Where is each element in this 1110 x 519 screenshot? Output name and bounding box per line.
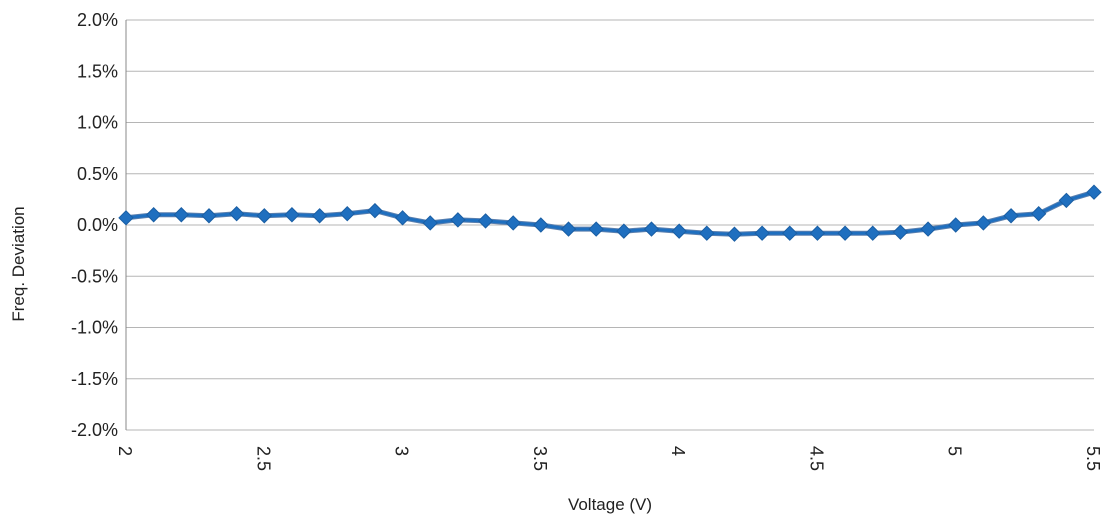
x-tick-label: 5.5 xyxy=(1083,446,1103,471)
data-point xyxy=(920,221,936,237)
y-tick-label: 0.0% xyxy=(77,215,118,235)
data-point xyxy=(865,225,881,241)
x-tick-label: 2.5 xyxy=(253,446,273,471)
data-point xyxy=(726,226,743,242)
data-point xyxy=(505,215,521,231)
y-tick-label: 0.5% xyxy=(77,164,118,184)
data-point xyxy=(560,221,577,237)
data-point xyxy=(1058,192,1075,209)
y-tick-label: 1.5% xyxy=(77,61,118,81)
data-point xyxy=(754,225,770,241)
data-point xyxy=(394,210,411,226)
y-tick-label: -0.5% xyxy=(71,266,118,286)
data-point xyxy=(201,208,217,224)
data-point xyxy=(311,208,328,224)
series xyxy=(118,184,1102,242)
series-line-shadow xyxy=(125,189,1095,237)
x-tick-labels: 2 2.5 3 3.5 4 4.5 5 5.5 xyxy=(115,446,1103,471)
data-point xyxy=(145,207,162,223)
data-point xyxy=(1086,184,1102,200)
data-point xyxy=(948,217,964,233)
x-tick-label: 3 xyxy=(392,446,412,456)
x-tick-label: 4.5 xyxy=(806,446,826,471)
data-point xyxy=(643,221,660,237)
data-point xyxy=(837,225,853,241)
data-point xyxy=(284,207,300,223)
x-tick-label: 3.5 xyxy=(530,446,550,471)
data-point xyxy=(367,202,383,219)
y-tick-label: -1.5% xyxy=(71,369,118,389)
data-point xyxy=(699,225,715,241)
x-tick-label: 2 xyxy=(115,446,135,456)
data-point xyxy=(173,207,190,223)
data-point xyxy=(809,225,826,241)
gridlines xyxy=(126,19,1094,431)
data-point xyxy=(1030,206,1047,222)
data-point xyxy=(118,210,134,226)
data-point xyxy=(256,208,272,224)
y-tick-label: -2.0% xyxy=(71,420,118,440)
y-tick-label: 1.0% xyxy=(77,113,118,133)
y-tick-label: 2.0% xyxy=(77,10,118,30)
data-point xyxy=(450,212,466,228)
data-point xyxy=(616,223,632,239)
data-point xyxy=(975,215,992,231)
data-point xyxy=(422,215,438,231)
x-tick-label: 4 xyxy=(668,446,688,456)
data-point xyxy=(1003,208,1019,224)
x-tick-label: 5 xyxy=(945,446,965,456)
data-point xyxy=(892,224,909,240)
y-tick-labels: -2.0% -1.5% -1.0% -0.5% 0.0% 0.5% 1.0% 1.5% 2.0% xyxy=(71,10,118,440)
data-point xyxy=(228,206,245,222)
data-point xyxy=(533,217,549,233)
y-tick-label: -1.0% xyxy=(71,318,118,338)
data-point xyxy=(339,206,355,222)
y-axis-title: Freq. Deviation xyxy=(9,206,28,321)
data-point xyxy=(782,225,798,241)
data-point xyxy=(588,221,604,237)
x-axis-title: Voltage (V) xyxy=(568,495,652,514)
data-point xyxy=(671,223,687,239)
data-point xyxy=(477,213,494,229)
